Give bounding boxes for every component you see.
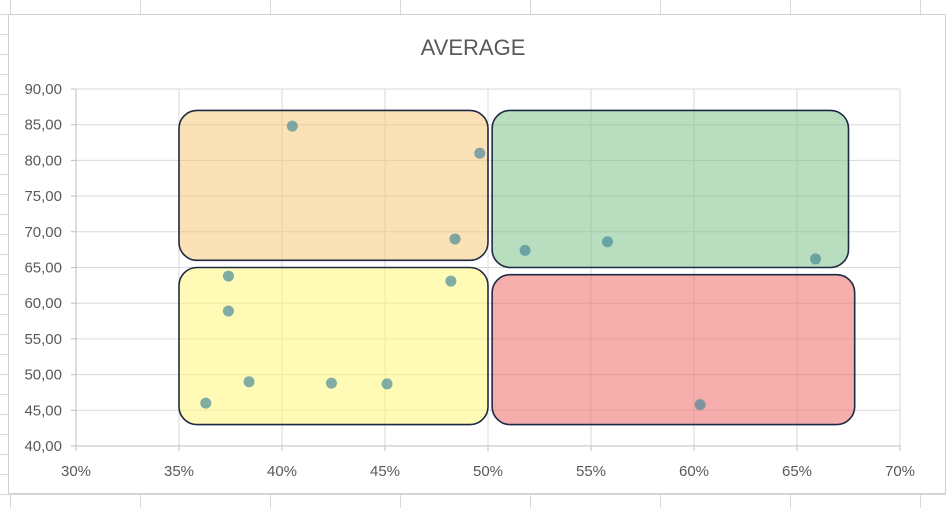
quadrant-boxes: [178, 109, 856, 426]
data-point: [200, 397, 212, 409]
data-point: [449, 233, 461, 245]
data-point: [325, 377, 337, 389]
x-tick-label: 30%: [61, 463, 91, 480]
y-tick-label: 85,00: [24, 117, 62, 134]
quadrant-box: [178, 266, 489, 426]
quadrant-box: [491, 273, 856, 426]
data-point: [222, 270, 234, 282]
x-tick-label: 65%: [782, 463, 812, 480]
x-axis: 30% 35% 40% 45% 50% 55% 60% 65% 70%: [61, 445, 915, 480]
x-tick-label: 45%: [370, 463, 400, 480]
data-point: [519, 244, 531, 256]
y-tick-label: 55,00: [24, 331, 62, 348]
chart-area[interactable]: AVERAGE 30% 35% 40% 45% 50% 55% 60% 65% 70% 40,0…: [8, 14, 946, 494]
y-tick-label: 60,00: [24, 295, 62, 312]
data-point: [222, 305, 234, 317]
y-tick-label: 45,00: [24, 402, 62, 419]
y-tick-label: 40,00: [24, 438, 62, 455]
data-point: [694, 399, 706, 411]
y-tick-label: 80,00: [24, 152, 62, 169]
chart-title: AVERAGE: [421, 35, 526, 60]
x-tick-label: 50%: [473, 463, 503, 480]
data-point: [381, 378, 393, 390]
x-tick-label: 60%: [679, 463, 709, 480]
data-point: [810, 253, 822, 265]
y-tick-label: 65,00: [24, 260, 62, 277]
data-point: [243, 376, 255, 388]
data-point: [445, 275, 457, 287]
x-tick-label: 40%: [267, 463, 297, 480]
scatter-chart: AVERAGE 30% 35% 40% 45% 50% 55% 60% 65% 70% 40,0…: [24, 35, 915, 480]
y-tick-label: 75,00: [24, 188, 62, 205]
quadrant-box: [491, 109, 850, 269]
y-tick-label: 70,00: [24, 224, 62, 241]
data-point: [474, 147, 486, 159]
data-point: [601, 236, 613, 248]
x-tick-label: 35%: [164, 463, 194, 480]
data-point: [286, 120, 298, 132]
x-tick-label: 70%: [885, 463, 915, 480]
x-tick-label: 55%: [576, 463, 606, 480]
y-tick-label: 50,00: [24, 367, 62, 384]
y-axis: 40,00 45,00 50,00 55,00 60,00 65,00 70,00 75,00…: [24, 81, 77, 455]
y-tick-label: 90,00: [24, 81, 62, 98]
data-points: [200, 120, 822, 411]
quadrant-box: [178, 109, 489, 262]
